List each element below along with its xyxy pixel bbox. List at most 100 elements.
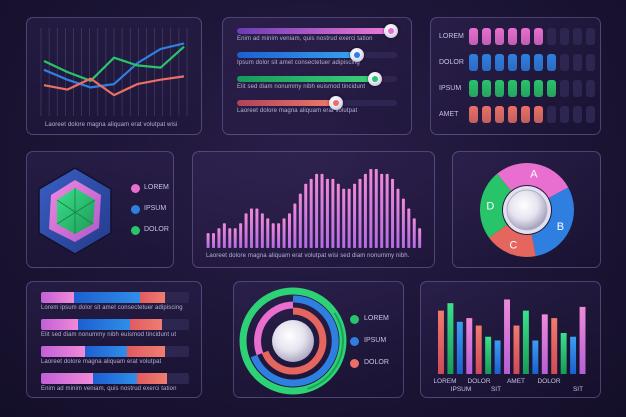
- area-bar: [250, 208, 253, 248]
- meter-cell: [573, 54, 582, 71]
- bar-salmon: [513, 325, 520, 374]
- area-bar: [233, 228, 237, 248]
- ring-legend-lorem: LOREM: [364, 315, 389, 322]
- progress-caption-4: Enim ad minim veniam, quis nostrud exerc…: [41, 386, 177, 392]
- bar-green: [560, 333, 567, 374]
- meter-cell: [469, 106, 478, 123]
- ring-legend-dot-blue: [350, 337, 359, 346]
- legend-dot-green: [131, 226, 140, 235]
- meter-cell: [482, 80, 491, 97]
- slider-knob-3[interactable]: [367, 72, 382, 86]
- area-bar: [277, 223, 281, 248]
- meter-cell: [482, 28, 491, 45]
- area-bar: [396, 188, 400, 248]
- donut-chart: A B C D: [480, 163, 575, 258]
- ring-legend-dolor: DOLOR: [364, 359, 389, 366]
- meter-cell: [495, 80, 504, 97]
- area-bar: [206, 233, 210, 248]
- meter-cell: [521, 28, 530, 45]
- area-bar: [391, 178, 395, 248]
- meter-cell: [534, 80, 543, 97]
- line-chart-caption: Laoreet dolore magna aliquam erat volutp…: [45, 122, 178, 128]
- area-bar: [228, 228, 232, 248]
- donut-panel: A B C D: [452, 151, 601, 268]
- ring-chart: [239, 287, 347, 395]
- area-bar: [287, 213, 291, 248]
- slider-knob-1[interactable]: [383, 24, 398, 38]
- slider-knob-center: [333, 100, 340, 106]
- bar-salmon: [551, 318, 558, 374]
- bar-label-bottom: SIT: [491, 386, 501, 393]
- meter-cell: [482, 54, 491, 71]
- line-series-salmon: [43, 75, 185, 97]
- hexagon-inner: [57, 188, 95, 234]
- meter-label-ipsum: IPSUM: [439, 85, 462, 92]
- meter-cell: [573, 106, 582, 123]
- meter-cell: [586, 106, 595, 123]
- progress-segment-blue: [73, 292, 141, 303]
- area-bar: [282, 218, 286, 248]
- meter-cell: [547, 54, 556, 71]
- area-bar: [266, 218, 270, 248]
- bar-label-bottom: IPSUM: [451, 386, 472, 393]
- meter-cell: [495, 106, 504, 123]
- bar-blue: [570, 336, 577, 374]
- area-bar: [418, 228, 422, 248]
- progress-track-2: [41, 319, 189, 330]
- slider-knob-center: [371, 76, 378, 82]
- progress-segment-pink: [41, 346, 86, 357]
- progress-track-3: [41, 346, 189, 357]
- sliders-panel: Enim ad minim veniam, quis nostrud exerc…: [222, 17, 412, 135]
- area-bar: [239, 223, 243, 248]
- slider-track-3: [237, 76, 397, 82]
- legend-dot-blue: [131, 205, 140, 214]
- meter-cell: [521, 54, 530, 71]
- slider-track-1: [237, 28, 397, 34]
- progress-segment-pink: [41, 292, 74, 303]
- slider-knob-4[interactable]: [329, 96, 344, 110]
- area-bar: [304, 183, 308, 248]
- bar-label-top: DOLOR: [537, 378, 560, 385]
- meter-cell: [586, 28, 595, 45]
- meter-cell: [521, 106, 530, 123]
- meter-cell: [495, 28, 504, 45]
- area-bar: [320, 173, 324, 248]
- ring-legend-ipsum: IPSUM: [364, 337, 387, 344]
- slider-knob-2[interactable]: [350, 48, 364, 62]
- meter-cell: [573, 28, 582, 45]
- bar-green: [447, 303, 454, 374]
- donut-slice-c: [488, 224, 536, 258]
- area-bar: [347, 188, 351, 248]
- meter-cell: [534, 54, 543, 71]
- area-bar: [271, 223, 275, 248]
- line-chart: [40, 28, 188, 116]
- area-bar: [363, 173, 367, 248]
- meter-cell: [560, 80, 569, 97]
- meter-cell: [508, 54, 517, 71]
- progress-caption-1: Lorem ipsum dolor sit amet consectetuer …: [41, 305, 183, 311]
- meter-cell: [573, 80, 582, 97]
- meter-cell: [469, 54, 478, 71]
- area-bar: [358, 178, 362, 248]
- meter-cell: [547, 80, 556, 97]
- donut-slice-a: [497, 163, 569, 198]
- area-bar: [331, 178, 335, 248]
- meter-cell: [495, 54, 504, 71]
- area-bar: [412, 218, 416, 248]
- area-chart-panel: Laoreet dolore magna aliquam erat volutp…: [192, 151, 435, 268]
- progress-panel: Lorem ipsum dolor sit amet consectetuer …: [26, 281, 202, 398]
- area-bar: [380, 173, 384, 248]
- progress-segment-pink: [41, 373, 93, 384]
- meter-cell: [482, 106, 491, 123]
- progress-segment-blue: [85, 346, 127, 357]
- meter-cell: [508, 28, 517, 45]
- progress-segment-salmon: [140, 292, 166, 303]
- meter-cell: [560, 106, 569, 123]
- meter-cell: [469, 28, 478, 45]
- progress-segment-salmon: [129, 319, 163, 330]
- bar-blue: [456, 321, 463, 374]
- donut-label-a: A: [530, 169, 538, 181]
- progress-track-1: [41, 292, 189, 303]
- bar-blue: [532, 340, 539, 374]
- donut-slice-b: [531, 187, 575, 257]
